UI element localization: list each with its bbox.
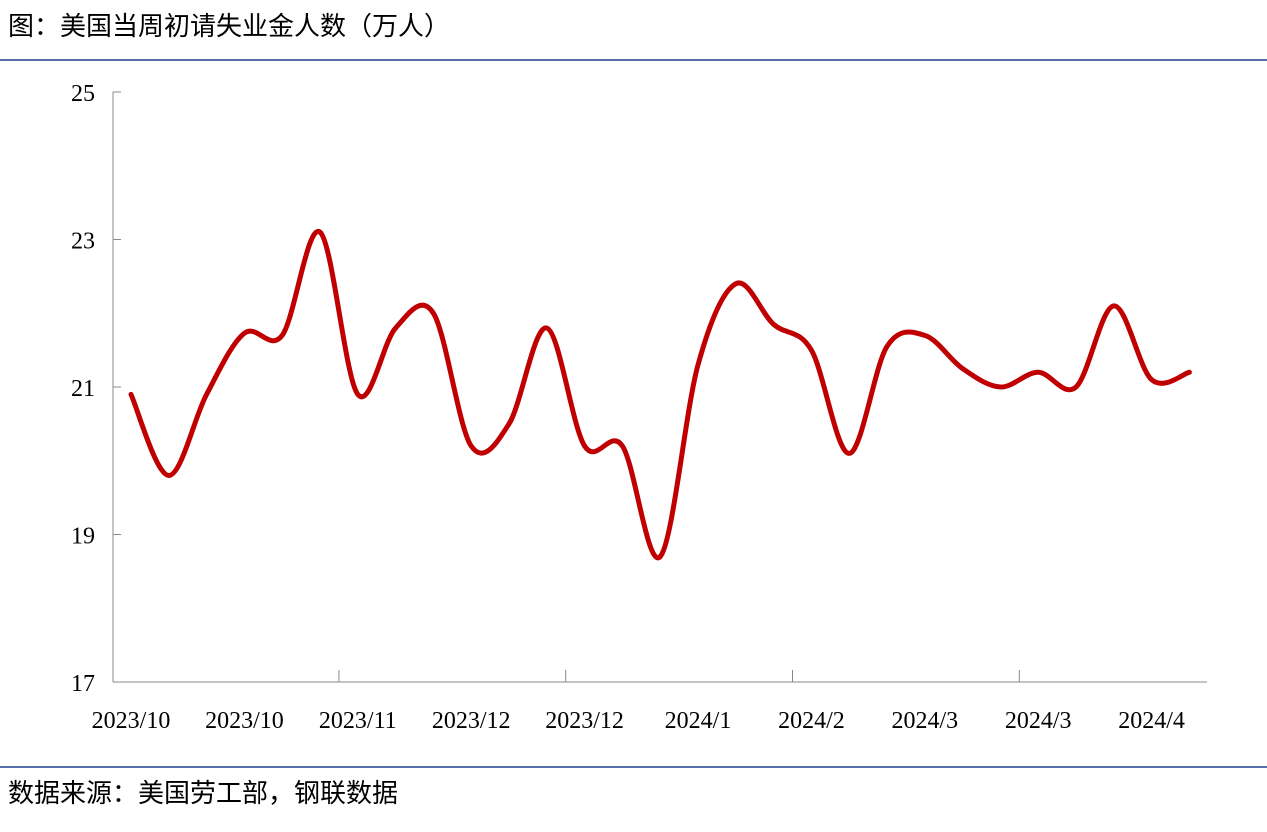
y-tick-label: 23 [71,229,95,255]
x-tick-label: 2023/10 [205,708,284,734]
y-tick-label: 25 [71,81,95,107]
x-tick-label: 2024/2 [778,708,845,734]
x-tick-label: 2024/3 [891,708,958,734]
y-tick-label: 19 [71,524,95,550]
x-tick-label: 2023/11 [319,708,397,734]
x-tick-label: 2023/10 [92,708,171,734]
x-tick-label: 2024/3 [1005,708,1072,734]
data-line [128,229,1192,561]
x-tick-label: 2023/12 [545,708,624,734]
x-tick-label: 2024/4 [1118,708,1185,734]
y-tick-label: 21 [71,376,95,402]
chart-title: 图：美国当周初请失业金人数（万人） [8,12,450,41]
y-tick-label: 17 [71,671,95,697]
x-tick-label: 2023/12 [432,708,511,734]
x-tick-label: 2024/1 [665,708,732,734]
source-note: 数据来源：美国劳工部，钢联数据 [8,779,398,808]
